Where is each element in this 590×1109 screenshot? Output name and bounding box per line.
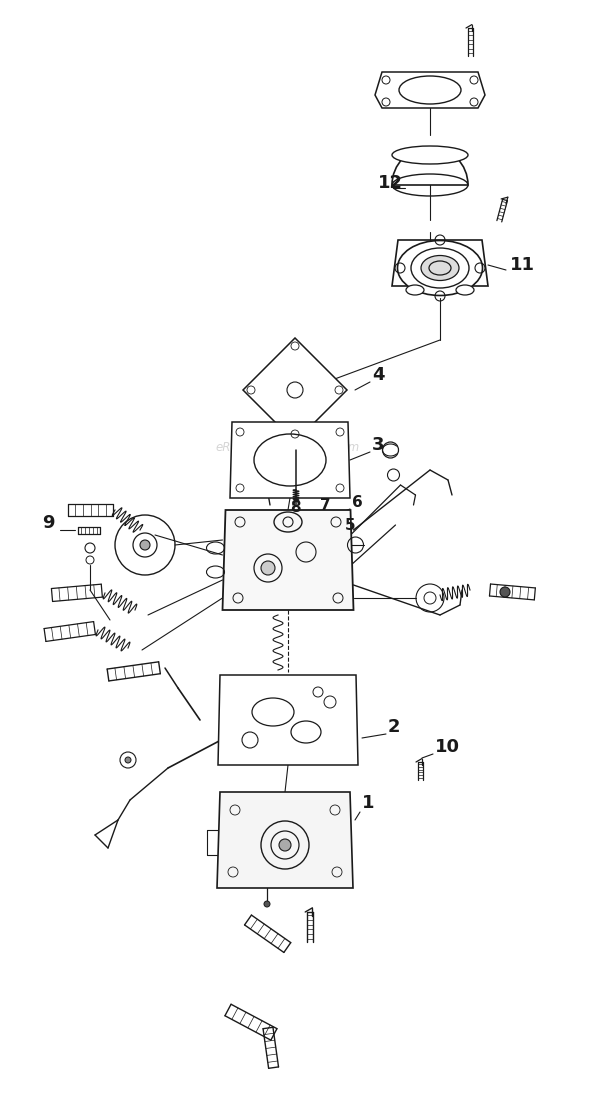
Text: 12: 12 [378,174,403,192]
Text: 11: 11 [510,256,535,274]
Text: 9: 9 [42,513,54,532]
Text: 2: 2 [388,718,401,736]
Text: 4: 4 [372,366,385,384]
Ellipse shape [398,241,483,295]
Polygon shape [217,792,353,888]
Polygon shape [218,675,358,765]
Text: 6: 6 [352,495,363,510]
Text: 7: 7 [320,498,330,513]
Polygon shape [375,72,485,108]
Ellipse shape [456,285,474,295]
Circle shape [140,540,150,550]
Text: 5: 5 [345,518,356,533]
Circle shape [500,587,510,597]
Ellipse shape [392,146,468,164]
Wedge shape [392,147,468,185]
Polygon shape [230,423,350,498]
Polygon shape [222,510,353,610]
Text: 10: 10 [435,737,460,756]
Text: eReplacementParts.com: eReplacementParts.com [215,441,359,455]
Ellipse shape [421,255,459,281]
Polygon shape [243,338,347,442]
Circle shape [279,840,291,851]
Circle shape [125,757,131,763]
Circle shape [264,901,270,907]
Text: 8: 8 [290,500,301,515]
Polygon shape [392,240,488,286]
Ellipse shape [406,285,424,295]
Text: 1: 1 [362,794,375,812]
Text: 3: 3 [372,436,385,454]
Circle shape [261,561,275,574]
